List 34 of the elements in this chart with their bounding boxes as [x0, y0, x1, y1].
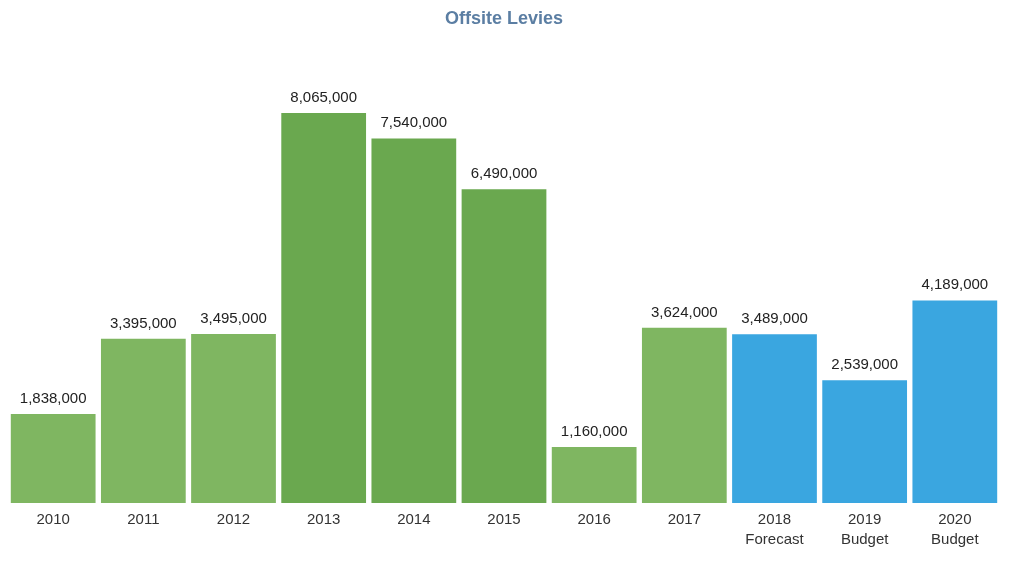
data-label: 2,539,000 — [831, 355, 899, 373]
bar — [822, 380, 908, 503]
data-label: 3,489,000 — [741, 309, 808, 327]
data-label: 3,495,000 — [200, 308, 267, 326]
data-label: 7,540,000 — [380, 113, 448, 131]
data-label: 6,490,000 — [470, 164, 538, 182]
x-tick-label: 2011 — [127, 509, 160, 527]
x-tick-label: 2013 — [306, 509, 341, 527]
bar — [732, 334, 817, 503]
data-label: 1,838,000 — [19, 389, 87, 407]
data-label: 4,189,000 — [921, 275, 989, 293]
chart-title: Offsite Levies — [444, 8, 564, 28]
x-tick-label: 2017 — [667, 509, 702, 527]
data-label: 8,065,000 — [290, 88, 358, 105]
data-label: 3,395,000 — [109, 313, 177, 331]
x-tick-label: 2015 — [487, 509, 521, 527]
bar — [191, 333, 276, 503]
bar — [281, 113, 367, 503]
data-label: 1,160,000 — [560, 421, 628, 439]
x-tick-label: 2010 — [36, 509, 70, 527]
x-tick-label: 2019 Budget — [840, 509, 890, 547]
bar — [10, 414, 96, 503]
bar — [100, 338, 186, 503]
bar — [641, 327, 727, 503]
x-tick-label: 2018 Forecast — [745, 509, 805, 547]
bar — [551, 446, 637, 503]
x-tick-label: 2012 — [216, 509, 251, 527]
x-tick-label: 2014 — [397, 509, 431, 527]
bar — [371, 138, 457, 503]
data-label: 3,624,000 — [650, 302, 718, 320]
x-tick-label: 2020 Budget — [931, 509, 980, 547]
bar — [912, 300, 998, 503]
bar — [461, 189, 547, 503]
x-tick-label: 2016 — [577, 509, 611, 527]
